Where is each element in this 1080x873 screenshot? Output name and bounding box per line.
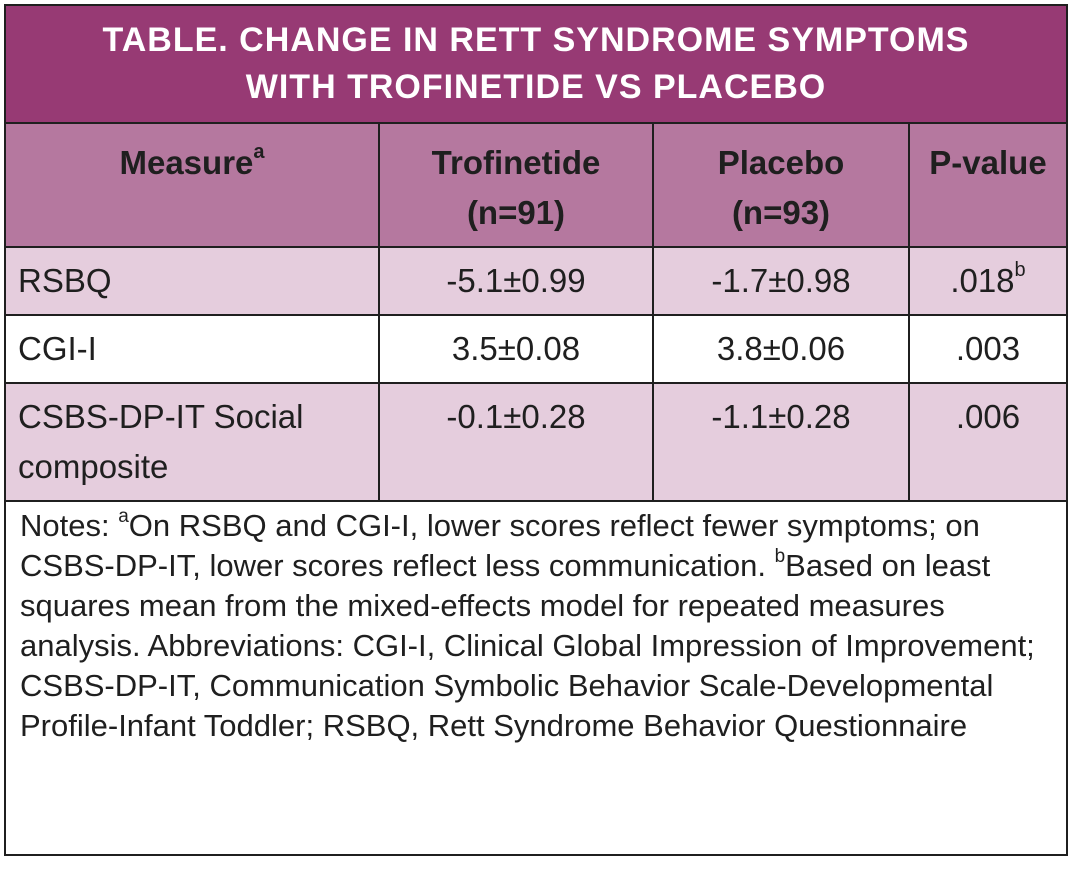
cell-placebo: -1.7±0.98 [652, 246, 910, 316]
table-notes: Notes: aOn RSBQ and CGI-I, lower scores … [6, 492, 1066, 746]
cell-measure: CSBS-DP-IT Social composite [6, 382, 380, 502]
column-header-measure: Measurea [6, 124, 380, 248]
notes-marker-a: a [118, 505, 129, 527]
cell-placebo: 3.8±0.06 [652, 314, 910, 384]
column-header-placebo: Placebo (n=93) [652, 124, 910, 248]
table-row: RSBQ -5.1±0.99 -1.7±0.98 .018b [6, 246, 1066, 316]
results-table: Measurea Trofinetide (n=91) Placebo (n=93)… [6, 124, 1066, 502]
cell-measure: CGI-I [6, 314, 380, 384]
table-header-row: Measurea Trofinetide (n=91) Placebo (n=93)… [6, 124, 1066, 248]
table-title-line-1: TABLE. CHANGE IN RETT SYNDROME SYMPTOMS [102, 21, 970, 59]
cell-pvalue: .018b [908, 246, 1066, 316]
table-title-line-2: WITH TROFINETIDE VS PLACEBO [245, 68, 827, 106]
column-header-pvalue: P-value [908, 124, 1066, 248]
footnote-marker-a: a [253, 141, 265, 163]
notes-part-a: On RSBQ and CGI-I, lower scores reflect … [20, 508, 980, 583]
table-row: CSBS-DP-IT Social composite -0.1±0.28 -1… [6, 382, 1066, 502]
table-frame: TABLE. CHANGE IN RETT SYNDROME SYMPTOMS … [4, 4, 1068, 856]
cell-pvalue: .006 [908, 382, 1066, 502]
footnote-marker-b: b [1014, 259, 1026, 281]
cell-trofinetide: -0.1±0.28 [378, 382, 654, 502]
cell-trofinetide: 3.5±0.08 [378, 314, 654, 384]
column-header-trofinetide: Trofinetide (n=91) [378, 124, 654, 248]
table-title: TABLE. CHANGE IN RETT SYNDROME SYMPTOMS … [6, 6, 1066, 124]
cell-trofinetide: -5.1±0.99 [378, 246, 654, 316]
notes-part-b: Based on least squares mean from the mix… [20, 548, 1035, 743]
notes-marker-b: b [774, 545, 786, 567]
cell-measure: RSBQ [6, 246, 380, 316]
table-row: CGI-I 3.5±0.08 3.8±0.06 .003 [6, 314, 1066, 384]
notes-prefix: Notes: [20, 508, 119, 543]
cell-placebo: -1.1±0.28 [652, 382, 910, 502]
cell-pvalue: .003 [908, 314, 1066, 384]
